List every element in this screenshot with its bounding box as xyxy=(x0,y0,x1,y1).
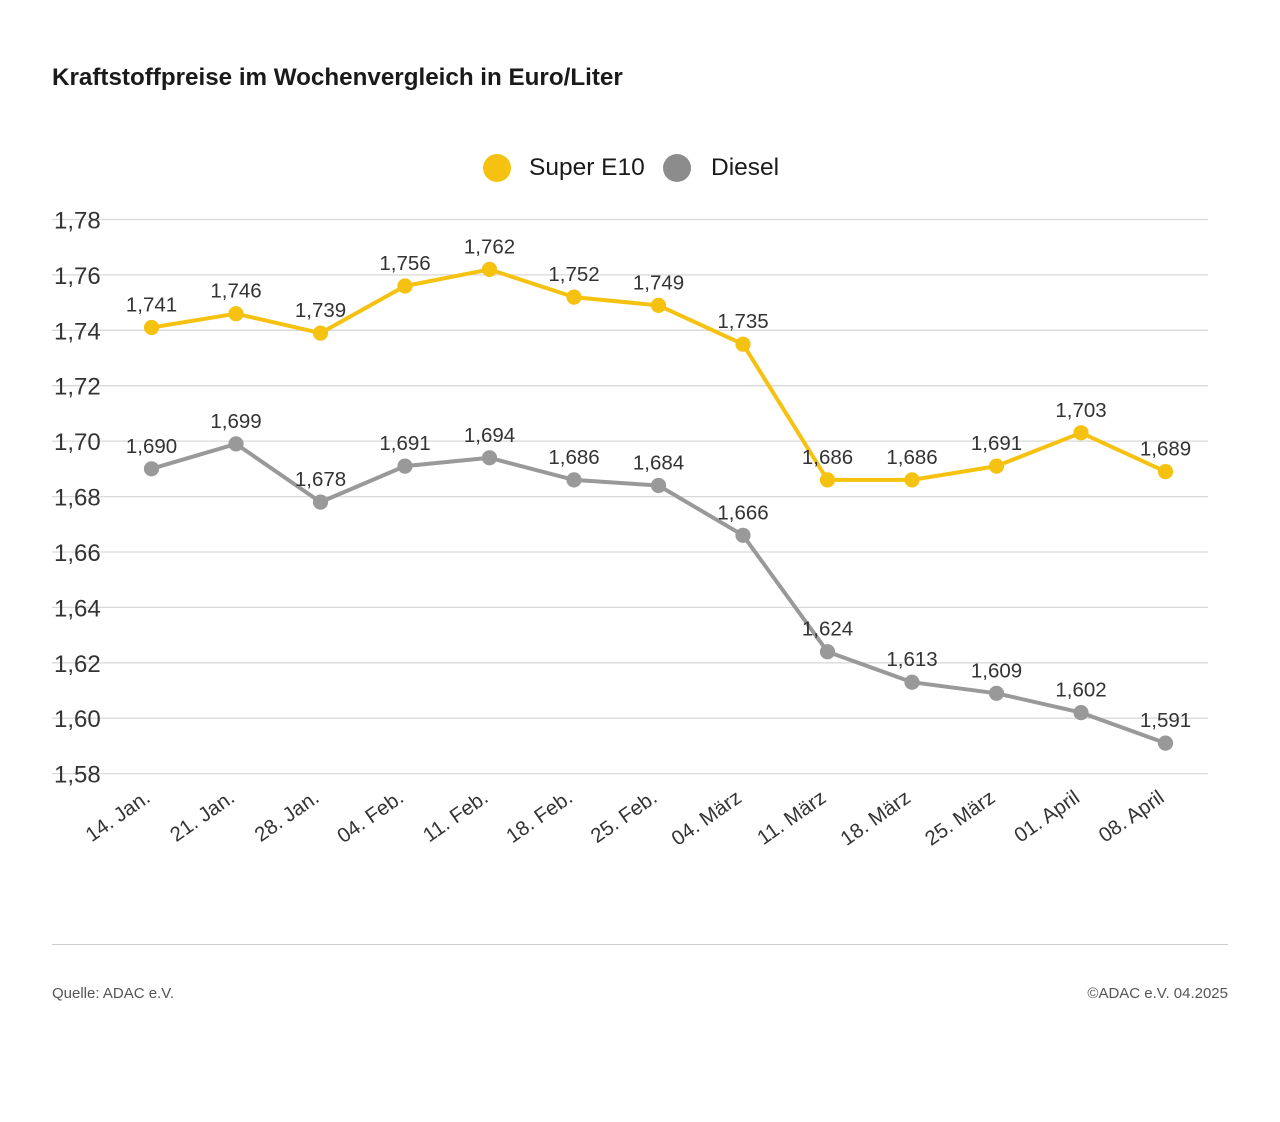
svg-text:1,686: 1,686 xyxy=(548,446,599,469)
svg-text:1,691: 1,691 xyxy=(971,432,1022,455)
svg-text:1,741: 1,741 xyxy=(126,294,177,317)
svg-text:1,58: 1,58 xyxy=(54,762,101,789)
svg-text:1,699: 1,699 xyxy=(210,410,261,433)
svg-text:1,68: 1,68 xyxy=(54,485,101,512)
svg-text:25. März: 25. März xyxy=(921,786,1000,851)
svg-text:1,78: 1,78 xyxy=(54,208,101,235)
svg-text:1,64: 1,64 xyxy=(54,595,101,622)
svg-text:18. März: 18. März xyxy=(836,786,915,851)
svg-text:1,686: 1,686 xyxy=(802,446,853,469)
svg-text:1,749: 1,749 xyxy=(633,271,684,294)
svg-text:1,739: 1,739 xyxy=(295,299,346,322)
svg-text:1,694: 1,694 xyxy=(464,424,515,447)
svg-text:1,756: 1,756 xyxy=(379,252,430,275)
svg-text:1,746: 1,746 xyxy=(210,280,261,303)
svg-text:11. Feb.: 11. Feb. xyxy=(419,786,493,847)
svg-text:08. April: 08. April xyxy=(1094,786,1168,847)
svg-text:1,72: 1,72 xyxy=(54,374,101,401)
svg-text:1,690: 1,690 xyxy=(126,435,177,458)
svg-text:1,62: 1,62 xyxy=(54,651,101,678)
svg-text:1,591: 1,591 xyxy=(1140,709,1191,732)
svg-text:1,762: 1,762 xyxy=(464,235,515,258)
svg-text:1,609: 1,609 xyxy=(971,659,1022,682)
svg-text:1,74: 1,74 xyxy=(54,318,101,345)
svg-text:18. Feb.: 18. Feb. xyxy=(502,786,577,848)
svg-text:1,678: 1,678 xyxy=(295,468,346,491)
svg-text:1,735: 1,735 xyxy=(717,310,768,333)
svg-text:1,602: 1,602 xyxy=(1055,679,1106,702)
svg-text:14. Jan.: 14. Jan. xyxy=(81,786,154,847)
svg-text:1,66: 1,66 xyxy=(54,540,101,567)
svg-text:1,60: 1,60 xyxy=(54,706,101,733)
svg-text:01. April: 01. April xyxy=(1010,786,1084,847)
svg-text:1,76: 1,76 xyxy=(54,263,101,290)
svg-text:21. Jan.: 21. Jan. xyxy=(166,786,239,847)
svg-text:04. Feb.: 04. Feb. xyxy=(333,786,408,848)
svg-text:1,686: 1,686 xyxy=(886,446,937,469)
svg-text:1,70: 1,70 xyxy=(54,429,101,456)
svg-text:1,666: 1,666 xyxy=(717,501,768,524)
svg-text:25. Feb.: 25. Feb. xyxy=(587,786,662,848)
svg-text:1,703: 1,703 xyxy=(1055,399,1106,422)
svg-text:1,691: 1,691 xyxy=(379,432,430,455)
svg-text:04. März: 04. März xyxy=(667,786,746,851)
svg-text:1,684: 1,684 xyxy=(633,452,684,475)
svg-text:1,689: 1,689 xyxy=(1140,438,1191,461)
svg-text:1,613: 1,613 xyxy=(886,648,937,671)
svg-text:28. Jan.: 28. Jan. xyxy=(250,786,323,847)
svg-text:11. März: 11. März xyxy=(753,786,830,850)
svg-text:1,752: 1,752 xyxy=(548,263,599,286)
svg-text:1,624: 1,624 xyxy=(802,618,853,641)
